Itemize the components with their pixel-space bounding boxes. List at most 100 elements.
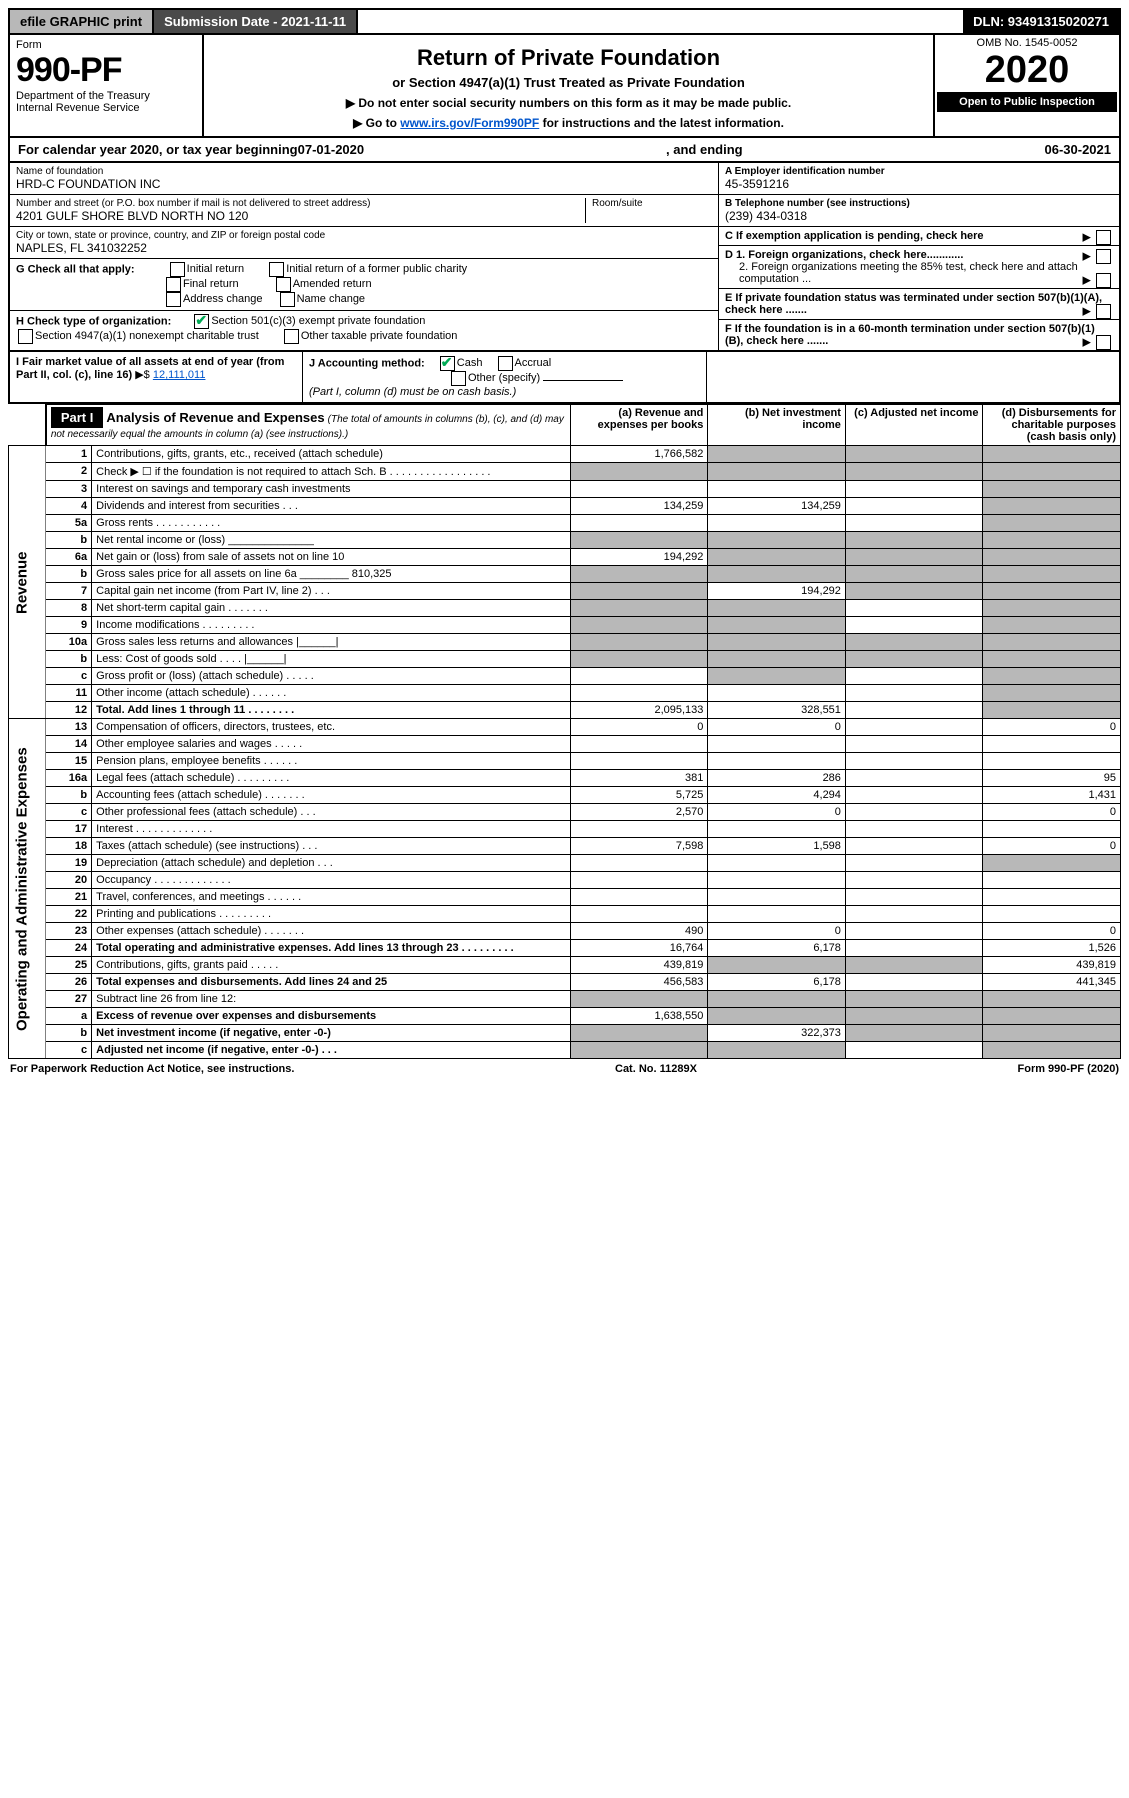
col-a-val — [570, 481, 708, 498]
line-desc: Less: Cost of goods sold . . . . |______… — [92, 651, 571, 668]
cb-name[interactable] — [280, 292, 295, 307]
col-b-val — [708, 889, 846, 906]
fmv-link[interactable]: 12,111,011 — [153, 369, 206, 381]
cb-4947[interactable] — [18, 329, 33, 344]
top-bar: efile GRAPHIC print Submission Date - 20… — [8, 8, 1121, 35]
col-c-val — [845, 719, 983, 736]
line-desc: Check ▶ ☐ if the foundation is not requi… — [92, 463, 571, 481]
col-b-val — [708, 685, 846, 702]
initial-return: Initial return — [187, 263, 244, 275]
line-number: c — [46, 804, 92, 821]
cb-d2[interactable] — [1096, 273, 1111, 288]
col-b-val: 1,598 — [708, 838, 846, 855]
table-row: 23 Other expenses (attach schedule) . . … — [9, 923, 1121, 940]
line-number: 1 — [46, 446, 92, 463]
form-word: Form — [16, 39, 196, 51]
col-c-val — [845, 821, 983, 838]
col-a-val: 194,292 — [570, 549, 708, 566]
table-row: 9 Income modifications . . . . . . . . . — [9, 617, 1121, 634]
table-row: 26 Total expenses and disbursements. Add… — [9, 974, 1121, 991]
col-b-val — [708, 906, 846, 923]
col-c-val — [845, 634, 983, 651]
col-a-val — [570, 991, 708, 1008]
col-a-val — [570, 1025, 708, 1042]
col-c-val — [845, 770, 983, 787]
col-d-val — [983, 549, 1121, 566]
col-c-val — [845, 651, 983, 668]
cal-end: 06-30-2021 — [1045, 142, 1112, 157]
line-desc: Pension plans, employee benefits . . . .… — [92, 753, 571, 770]
col-b-val — [708, 821, 846, 838]
col-b-val — [708, 753, 846, 770]
line-desc: Compensation of officers, directors, tru… — [92, 719, 571, 736]
f-cell: F If the foundation is in a 60-month ter… — [719, 320, 1119, 350]
cb-c[interactable] — [1096, 230, 1111, 245]
e-cell: E If private foundation status was termi… — [719, 289, 1119, 320]
col-a-val — [570, 515, 708, 532]
table-row: 6a Net gain or (loss) from sale of asset… — [9, 549, 1121, 566]
col-d-val — [983, 566, 1121, 583]
col-d-val — [983, 1025, 1121, 1042]
cb-initial[interactable] — [170, 262, 185, 277]
cb-e[interactable] — [1096, 304, 1111, 319]
line-number: 21 — [46, 889, 92, 906]
line-number: 24 — [46, 940, 92, 957]
table-row: 12 Total. Add lines 1 through 11 . . . .… — [9, 702, 1121, 719]
j-note: (Part I, column (d) must be on cash basi… — [309, 386, 516, 398]
col-a-val: 16,764 — [570, 940, 708, 957]
table-row: a Excess of revenue over expenses and di… — [9, 1008, 1121, 1025]
cb-accrual[interactable] — [498, 356, 513, 371]
col-b-val: 194,292 — [708, 583, 846, 600]
col-b-val: 322,373 — [708, 1025, 846, 1042]
header-right: OMB No. 1545-0052 2020 Open to Public In… — [933, 35, 1119, 136]
initial-former: Initial return of a former public charit… — [286, 263, 467, 275]
line-desc: Gross sales price for all assets on line… — [92, 566, 571, 583]
h-cell: H Check type of organization: Section 50… — [10, 311, 718, 347]
cb-f[interactable] — [1096, 335, 1111, 350]
col-b-val: 0 — [708, 719, 846, 736]
page-footer: For Paperwork Reduction Act Notice, see … — [8, 1059, 1121, 1079]
line-desc: Accounting fees (attach schedule) . . . … — [92, 787, 571, 804]
col-a-val — [570, 634, 708, 651]
footer-right: Form 990-PF (2020) — [1018, 1063, 1119, 1075]
line-number: 5a — [46, 515, 92, 532]
line-desc: Taxes (attach schedule) (see instruction… — [92, 838, 571, 855]
f-cell-dup — [706, 352, 1119, 402]
irs-link[interactable]: www.irs.gov/Form990PF — [400, 116, 539, 130]
col-d-val — [983, 515, 1121, 532]
cb-501c3[interactable] — [194, 314, 209, 329]
line-number: c — [46, 668, 92, 685]
line-number: 2 — [46, 463, 92, 481]
col-c-val — [845, 463, 983, 481]
cb-initial-former[interactable] — [269, 262, 284, 277]
line-desc: Other expenses (attach schedule) . . . .… — [92, 923, 571, 940]
col-a-val: 5,725 — [570, 787, 708, 804]
j-cell: J Accounting method: Cash Accrual Other … — [303, 352, 706, 402]
cb-d1[interactable] — [1096, 249, 1111, 264]
cb-other-tax[interactable] — [284, 329, 299, 344]
ein-cell: A Employer identification number 45-3591… — [719, 163, 1119, 195]
col-a-header: (a) Revenue and expenses per books — [570, 405, 708, 446]
side-revenue: Revenue — [9, 446, 46, 719]
table-row: 19 Depreciation (attach schedule) and de… — [9, 855, 1121, 872]
efile-print-button[interactable]: efile GRAPHIC print — [10, 10, 154, 33]
col-d-val — [983, 651, 1121, 668]
i-cell: I Fair market value of all assets at end… — [10, 352, 303, 402]
cb-other-method[interactable] — [451, 371, 466, 386]
col-b-val: 0 — [708, 804, 846, 821]
col-a-val: 381 — [570, 770, 708, 787]
line-desc: Total expenses and disbursements. Add li… — [92, 974, 571, 991]
line-number: 10a — [46, 634, 92, 651]
cb-amended[interactable] — [276, 277, 291, 292]
col-c-val — [845, 974, 983, 991]
cb-cash[interactable] — [440, 356, 455, 371]
cb-address[interactable] — [166, 292, 181, 307]
col-d-val: 441,345 — [983, 974, 1121, 991]
col-b-val — [708, 446, 846, 463]
line-number: 16a — [46, 770, 92, 787]
col-d-val — [983, 600, 1121, 617]
f-label: F If the foundation is in a 60-month ter… — [725, 323, 1095, 347]
room-label: Room/suite — [592, 198, 712, 209]
col-b-val: 328,551 — [708, 702, 846, 719]
cb-final[interactable] — [166, 277, 181, 292]
